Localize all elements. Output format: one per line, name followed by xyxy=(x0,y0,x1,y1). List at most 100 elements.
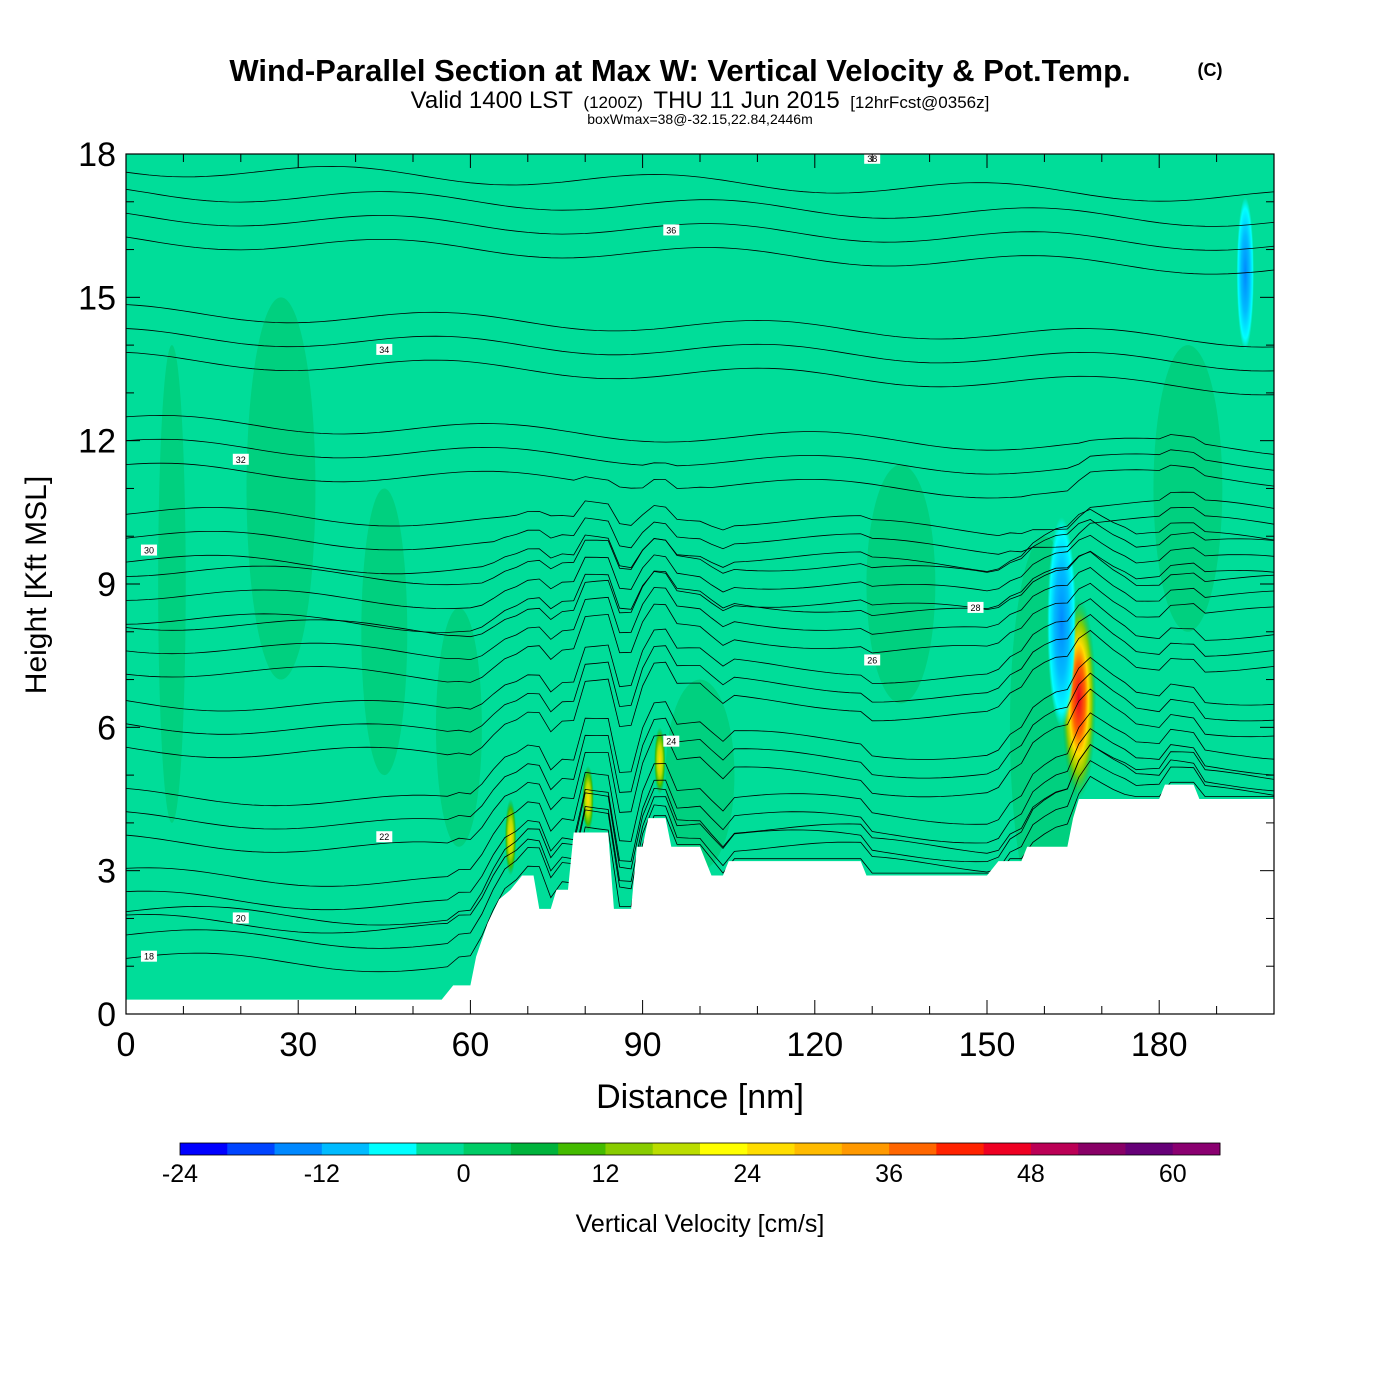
isentrope-line xyxy=(126,188,1274,227)
isentrope-label: 28 xyxy=(967,601,984,613)
isentrope-line xyxy=(126,775,1274,973)
updraft-cell xyxy=(504,799,517,876)
colorbar-frame xyxy=(179,1142,1221,1156)
x-tick-label: 120 xyxy=(786,1026,843,1064)
colorbar-swatch xyxy=(983,1143,1032,1155)
isentrope-line xyxy=(126,712,1274,887)
weak-updraft-band xyxy=(246,297,316,680)
colorbar-swatch xyxy=(558,1143,606,1155)
isentrope-label-text: 36 xyxy=(666,225,676,235)
isentrope-label: 30 xyxy=(140,544,157,556)
isentrope-line xyxy=(126,304,1274,348)
isentrope-line xyxy=(126,414,1274,455)
colorbar-swatch xyxy=(841,1143,890,1155)
weak-updraft-band xyxy=(665,679,735,871)
colorbar-swatch xyxy=(794,1143,843,1155)
velocity-patches xyxy=(158,197,1254,919)
isentrope-label-box xyxy=(232,453,249,465)
isentrope-line xyxy=(126,728,1274,911)
isentrope-label: 26 xyxy=(864,654,881,666)
isentrope-line xyxy=(126,688,1274,853)
isentrope-line xyxy=(126,328,1274,372)
isentrope-label: 34 xyxy=(376,343,393,355)
isentrope-label: 36 xyxy=(663,224,680,236)
isentrope-line xyxy=(126,352,1274,396)
isentrope-line xyxy=(126,491,1274,537)
isentrope-label-box xyxy=(376,831,393,843)
x-tick-label: 60 xyxy=(451,1026,489,1064)
colorbar-label: Vertical Velocity [cm/s] xyxy=(576,1210,825,1238)
colorbar-tick-label: 12 xyxy=(592,1160,620,1188)
isentrope-label-text: 20 xyxy=(236,913,246,923)
isentrope-label-box xyxy=(864,654,881,666)
weak-updraft-band xyxy=(158,345,186,823)
colorbar-tick-label: 60 xyxy=(1159,1160,1187,1188)
colorbar-swatch xyxy=(369,1143,417,1155)
isentrope-label-box xyxy=(232,912,249,924)
y-tick-label: 12 xyxy=(78,423,116,461)
colorbar-swatch xyxy=(1078,1143,1126,1155)
isentrope-line xyxy=(126,743,1274,934)
isentrope-label-text: 30 xyxy=(144,546,154,556)
isentrope-line xyxy=(126,567,1274,661)
x-tick-label: 90 xyxy=(624,1026,662,1064)
isentrope-label-box xyxy=(140,544,157,556)
box-max-label: boxWmax=38@-32.15,22.84,2446m xyxy=(587,111,813,127)
isentrope-line xyxy=(126,656,1274,807)
colorbar-swatch xyxy=(936,1143,985,1155)
colorbar-swatch xyxy=(510,1143,559,1155)
y-axis-label: Height [Kft MSL] xyxy=(20,476,53,694)
isentrope-label-box xyxy=(663,735,680,747)
colorbar-swatch xyxy=(700,1143,748,1155)
isentrope-label-box xyxy=(663,224,680,236)
colorbar-tick-label: 48 xyxy=(1017,1160,1045,1188)
x-tick-label: 150 xyxy=(959,1026,1016,1064)
colorbar-swatch xyxy=(747,1143,796,1155)
isentrope-label: 32 xyxy=(232,453,249,465)
colorbar-swatch xyxy=(416,1143,465,1155)
colorbar-swatch xyxy=(605,1143,654,1155)
x-axis-label: Distance [nm] xyxy=(596,1078,804,1116)
updraft-cell xyxy=(654,727,666,795)
isentrope-label-box xyxy=(967,601,984,613)
chart-title: Wind-Parallel Section at Max W: Vertical… xyxy=(229,53,1130,88)
downdraft-cell xyxy=(1236,197,1254,350)
weak-updraft-band xyxy=(866,464,936,704)
weak-updraft-band xyxy=(361,488,408,776)
weak-updraft-band xyxy=(1153,345,1223,632)
isentrope-label-box xyxy=(376,343,393,355)
isentrope-line xyxy=(126,519,1274,586)
colorbar-tick-label: -24 xyxy=(162,1160,198,1188)
colorbar-swatch xyxy=(321,1143,370,1155)
x-tick-label: 30 xyxy=(279,1026,317,1064)
colorbar-swatch xyxy=(1125,1143,1174,1155)
downdraft-cell xyxy=(1047,517,1076,728)
isentrope-label-text: 18 xyxy=(144,952,154,962)
isentrope-line xyxy=(126,165,1274,202)
isentrope-label-text: 32 xyxy=(236,455,246,465)
x-tick-label: 180 xyxy=(1131,1026,1188,1064)
colorbar-swatch xyxy=(1172,1143,1221,1155)
isentrope-label-box xyxy=(140,950,157,962)
colorbar-tick-label: 24 xyxy=(733,1160,761,1188)
colorbar: -24 -12 0 12 24 36 48 60 xyxy=(162,1142,1221,1188)
isentrope-line xyxy=(126,672,1274,830)
isentrope-label: 18 xyxy=(140,950,157,962)
y-tick-label: 0 xyxy=(97,996,116,1034)
isentrope-label-text: 26 xyxy=(867,655,877,665)
colorbar-swatch xyxy=(227,1143,276,1155)
isentrope-line xyxy=(126,507,1274,555)
x-tick-label: 0 xyxy=(117,1026,136,1064)
colorbar-swatch xyxy=(1030,1143,1079,1155)
colorbar-swatch xyxy=(180,1143,228,1155)
isentrope-line xyxy=(126,534,1274,610)
isentrope-line xyxy=(126,438,1274,475)
colorbar-tick-label: 36 xyxy=(875,1160,903,1188)
y-tick-label: 3 xyxy=(97,853,116,891)
y-tick-label: 9 xyxy=(97,566,116,604)
isentrope-line xyxy=(126,462,1274,499)
isentrope-label-text: 34 xyxy=(379,345,389,355)
weak-updraft-band xyxy=(435,607,482,847)
